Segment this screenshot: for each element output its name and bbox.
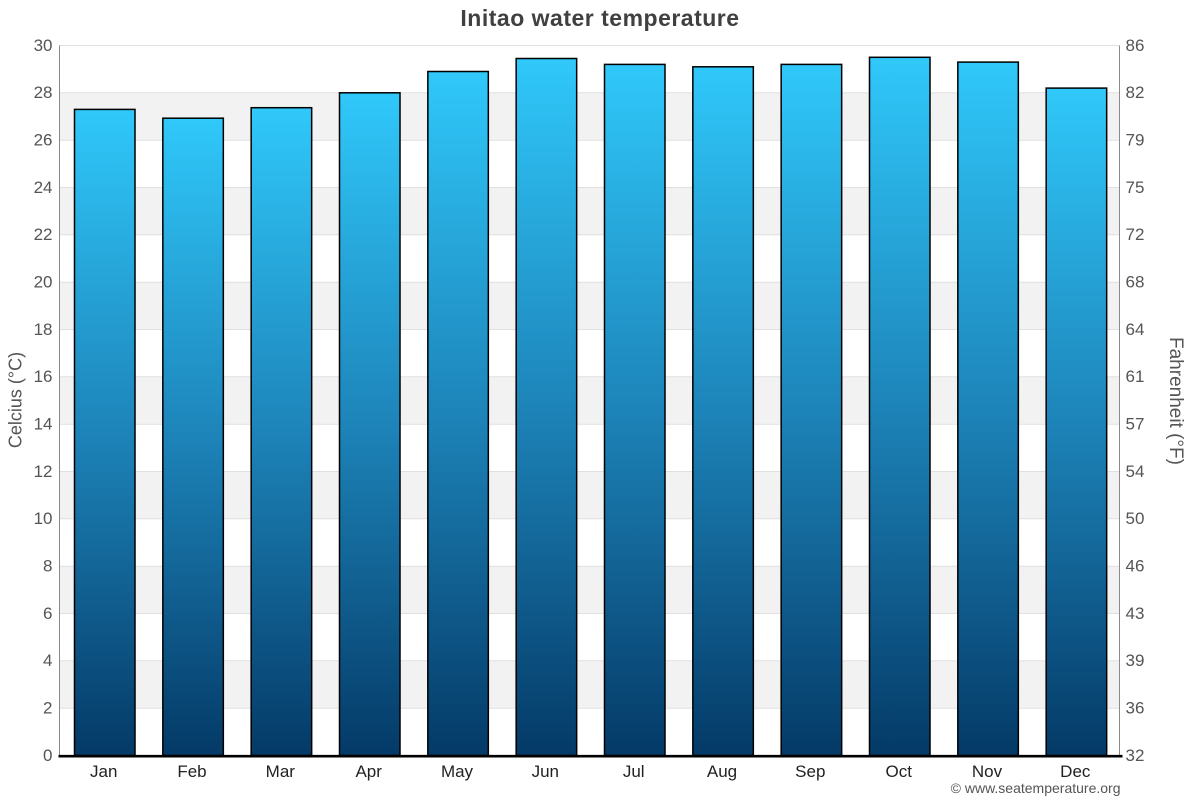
- svg-text:86: 86: [1126, 36, 1145, 55]
- svg-text:36: 36: [1126, 699, 1145, 718]
- svg-text:28: 28: [34, 83, 53, 102]
- svg-text:64: 64: [1126, 320, 1145, 339]
- svg-text:54: 54: [1126, 462, 1145, 481]
- svg-text:Mar: Mar: [266, 762, 296, 781]
- svg-text:20: 20: [34, 273, 53, 292]
- svg-text:46: 46: [1126, 557, 1145, 576]
- svg-text:30: 30: [34, 36, 53, 55]
- svg-text:16: 16: [34, 367, 53, 386]
- svg-text:0: 0: [43, 746, 52, 765]
- svg-text:Jun: Jun: [532, 762, 559, 781]
- svg-text:18: 18: [34, 320, 53, 339]
- svg-text:43: 43: [1126, 604, 1145, 623]
- svg-text:Fahrenheit (°F): Fahrenheit (°F): [1165, 337, 1186, 465]
- svg-text:Initao water temperature: Initao water temperature: [460, 5, 739, 31]
- svg-text:May: May: [441, 762, 474, 781]
- svg-text:Nov: Nov: [972, 762, 1003, 781]
- svg-text:14: 14: [34, 415, 53, 434]
- svg-text:24: 24: [34, 178, 53, 197]
- svg-text:68: 68: [1126, 273, 1145, 292]
- svg-text:Sep: Sep: [795, 762, 825, 781]
- svg-text:79: 79: [1126, 131, 1145, 150]
- svg-text:Oct: Oct: [885, 762, 912, 781]
- svg-text:61: 61: [1126, 367, 1145, 386]
- svg-text:12: 12: [34, 462, 53, 481]
- svg-text:57: 57: [1126, 415, 1145, 434]
- svg-text:Dec: Dec: [1060, 762, 1091, 781]
- svg-text:22: 22: [34, 225, 53, 244]
- svg-text:32: 32: [1126, 746, 1145, 765]
- svg-text:75: 75: [1126, 178, 1145, 197]
- svg-text:50: 50: [1126, 509, 1145, 528]
- svg-text:Apr: Apr: [355, 762, 382, 781]
- svg-text:Jul: Jul: [623, 762, 645, 781]
- svg-text:82: 82: [1126, 83, 1145, 102]
- svg-text:39: 39: [1126, 651, 1145, 670]
- svg-text:4: 4: [43, 651, 52, 670]
- svg-text:Aug: Aug: [707, 762, 737, 781]
- svg-text:8: 8: [43, 557, 52, 576]
- svg-text:2: 2: [43, 699, 52, 718]
- svg-text:Jan: Jan: [90, 762, 117, 781]
- svg-text:© www.seatemperature.org: © www.seatemperature.org: [951, 780, 1121, 796]
- svg-text:10: 10: [34, 509, 53, 528]
- svg-text:Feb: Feb: [177, 762, 206, 781]
- svg-text:Celcius (°C): Celcius (°C): [5, 352, 25, 448]
- svg-text:6: 6: [43, 604, 52, 623]
- svg-text:72: 72: [1126, 225, 1145, 244]
- svg-text:26: 26: [34, 131, 53, 150]
